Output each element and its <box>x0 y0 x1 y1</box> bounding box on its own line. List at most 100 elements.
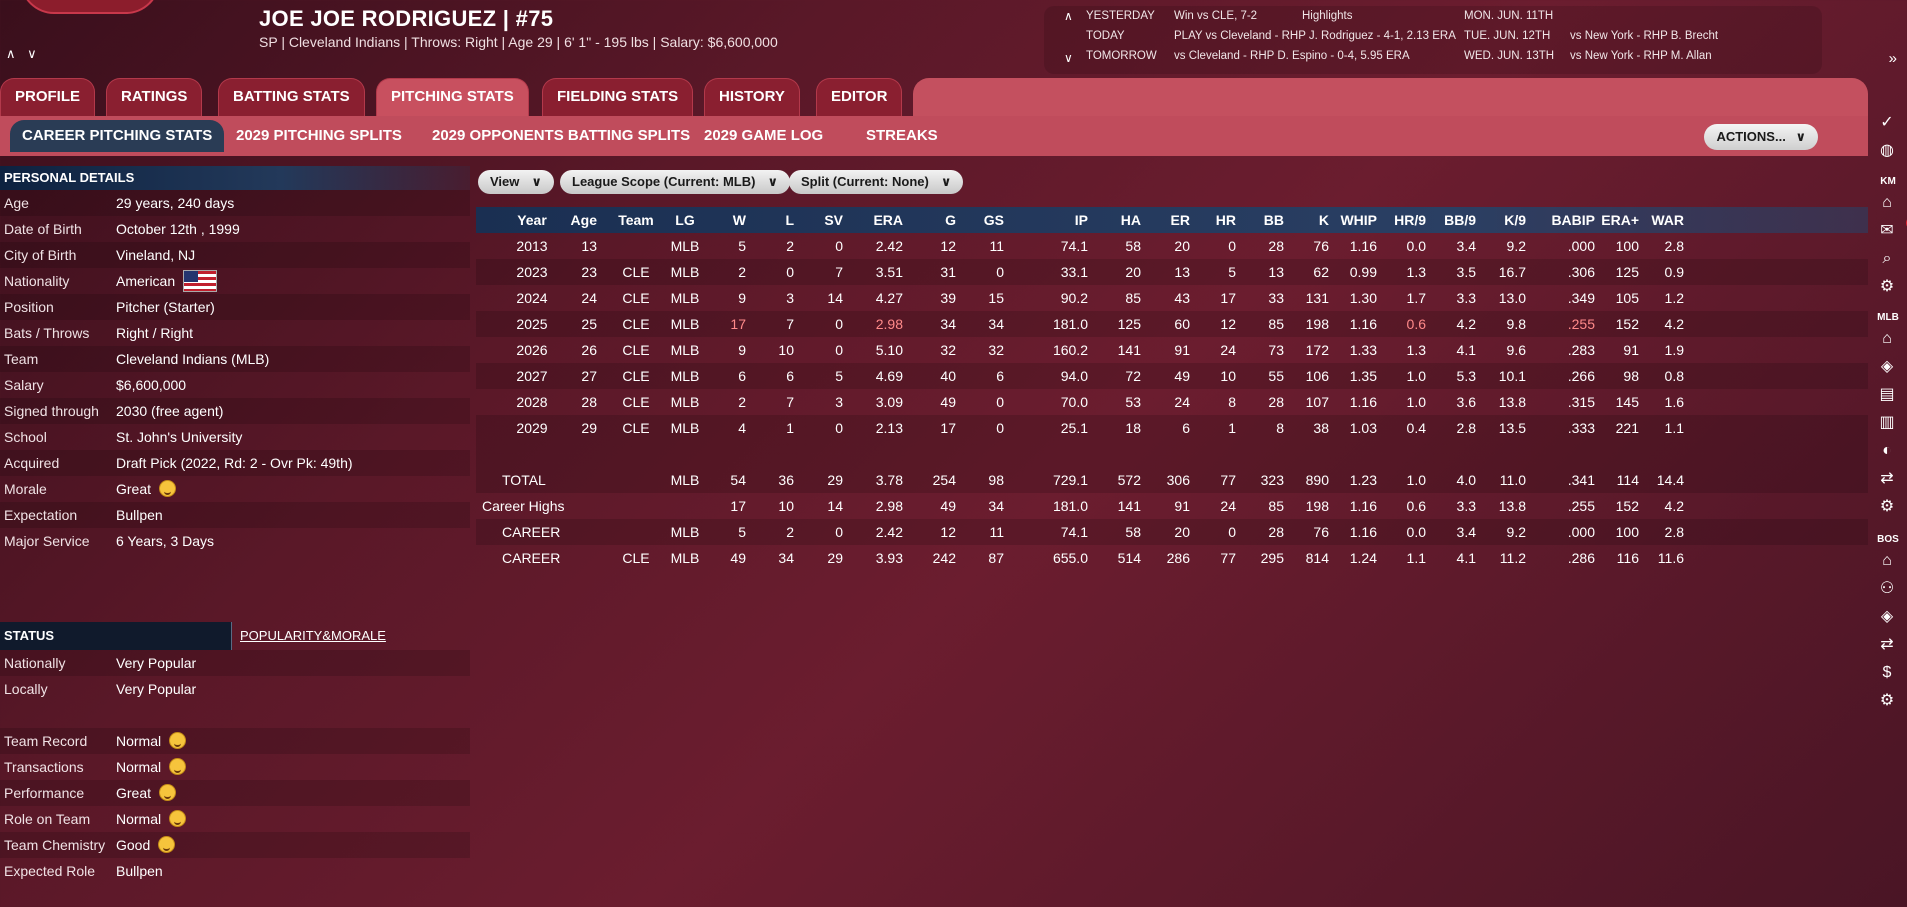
column-header[interactable]: HR/9 <box>1394 212 1426 228</box>
column-header[interactable]: Year <box>517 212 547 228</box>
detail-row: School St. John's University <box>0 424 470 450</box>
gear-icon[interactable]: ⚙ <box>1879 498 1895 515</box>
schedule-game[interactable]: vs Cleveland - RHP D. Espino - 0-4, 5.95… <box>1174 50 1410 62</box>
column-header[interactable]: W <box>732 212 746 228</box>
tab-status[interactable]: STATUS <box>0 622 232 650</box>
transfer-icon[interactable]: ⇄ <box>1880 636 1894 653</box>
table-row[interactable]: Career Highs 17 10 14 2.98 49 34 181.0 141 91 24 85… <box>476 493 1868 519</box>
column-header[interactable]: ERA <box>873 212 903 228</box>
tab-editor[interactable]: EDITOR <box>816 78 903 116</box>
table-row[interactable]: 2025 25 CLE MLB 17 7 0 2.98 34 34 181.0 125 60 12 85 19… <box>476 311 1868 337</box>
table-cell: 2 <box>738 394 746 410</box>
subtab-streaks[interactable]: STREAKS <box>866 127 938 144</box>
table-row[interactable]: 2024 24 CLE MLB 9 3 14 4.27 39 15 90.2 85 43 17 33 131 1… <box>476 285 1868 311</box>
subtab-career-pitching-stats[interactable]: CAREER PITCHING STATS <box>10 120 225 152</box>
gear-icon[interactable]: ⚙ <box>1879 692 1895 709</box>
column-header[interactable]: HA <box>1120 212 1141 228</box>
column-header[interactable]: ER <box>1170 212 1190 228</box>
column-header[interactable]: G <box>945 212 956 228</box>
table-row[interactable]: 2029 29 CLE MLB 4 1 0 2.13 17 0 25.1 18 6 1 8 38 1.03 0.4… <box>476 415 1868 441</box>
people-icon[interactable]: ⚇ <box>1879 580 1895 597</box>
table-row[interactable]: CAREER MLB 5 2 0 2.42 12 11 74.1 58 20 0 28 76 1.16 0.0… <box>476 519 1868 545</box>
column-header[interactable]: ERA+ <box>1601 212 1639 228</box>
gear-icon[interactable]: ⚙ <box>1879 278 1895 295</box>
mail-icon[interactable]: ✉1 <box>1876 217 1907 242</box>
column-header[interactable]: BABIP <box>1551 212 1595 228</box>
table-row[interactable]: 2027 27 CLE MLB 6 6 5 4.69 40 6 94.0 72 49 10 55 106 1.3… <box>476 363 1868 389</box>
table-cell: MLB <box>670 290 700 306</box>
split-dropdown[interactable]: Split (Current: None) ∨ <box>789 170 964 194</box>
schedule-next[interactable]: vs New York - RHP B. Brecht <box>1570 30 1719 42</box>
tab-ratings[interactable]: RATINGS <box>106 78 203 116</box>
baseball-icon[interactable]: ◐ <box>1882 442 1892 459</box>
schedule-game[interactable]: PLAY vs Cleveland - RHP J. Rodriguez - 4… <box>1174 30 1456 42</box>
team-logo[interactable] <box>20 0 160 14</box>
column-header[interactable]: Team <box>618 212 654 228</box>
column-header[interactable]: K <box>1318 212 1329 228</box>
subtab-pitching-splits[interactable]: 2029 PITCHING SPLITS <box>236 127 402 144</box>
home-icon[interactable]: ⌂ <box>1882 330 1892 347</box>
column-header[interactable]: SV <box>824 212 843 228</box>
column-header[interactable]: LG <box>675 212 695 228</box>
column-header[interactable]: GS <box>983 212 1004 228</box>
location-icon[interactable]: ◈ <box>1880 608 1894 625</box>
location-icon[interactable]: ◈ <box>1880 358 1894 375</box>
table-row[interactable]: CAREER CLE MLB 49 34 29 3.93 242 87 655.0 514 286 77… <box>476 545 1868 571</box>
view-dropdown[interactable]: View ∨ <box>478 170 554 194</box>
tab-profile[interactable]: PROFILE <box>0 78 96 116</box>
card-icon[interactable]: ▤ <box>1879 386 1895 403</box>
detail-value: 2030 (free agent) <box>116 398 223 424</box>
table-row[interactable]: 2028 28 CLE MLB 2 7 3 3.09 49 0 70.0 53 24 8 28 107 1.16… <box>476 389 1868 415</box>
table-cell: 29 <box>827 472 843 488</box>
column-header[interactable]: BB <box>1263 212 1284 228</box>
table-row[interactable]: 2026 26 CLE MLB 9 10 0 5.10 32 32 160.2 141 91 24 73 17… <box>476 337 1868 363</box>
table-cell: 2.98 <box>875 498 903 514</box>
player-nav-arrows[interactable]: ∧ ∨ <box>6 46 41 61</box>
column-header[interactable]: HR <box>1215 212 1236 228</box>
tab-fielding-stats[interactable]: FIELDING STATS <box>542 78 694 116</box>
table-row[interactable]: 2013 13 MLB 5 2 0 2.42 12 11 74.1 58 20 0 28 76 1.16 0.0… <box>476 233 1868 259</box>
schedule-next[interactable]: vs New York - RHP M. Allan <box>1570 50 1712 62</box>
collapse-sidebar-icon[interactable]: » <box>1888 50 1897 67</box>
home-icon[interactable]: ⌂ <box>1882 194 1892 211</box>
schedule-up-arrow[interactable]: ∧ <box>1064 9 1073 23</box>
subtab-game-log[interactable]: 2029 GAME LOG <box>704 127 824 144</box>
schedule-date: MON. JUN. 11TH <box>1464 10 1554 22</box>
home-icon[interactable]: ⌂ <box>1882 552 1892 569</box>
check-icon[interactable]: ✓ <box>1880 114 1894 131</box>
table-row[interactable]: TOTAL MLB 54 36 29 3.78 254 98 729.1 572 306 77 323 8… <box>476 467 1868 493</box>
column-header[interactable]: Age <box>570 212 597 228</box>
globe-icon[interactable]: ◍ <box>1880 142 1894 159</box>
transfer-icon[interactable]: ⇄ <box>1880 470 1894 487</box>
league-scope-dropdown[interactable]: League Scope (Current: MLB) ∨ <box>560 170 791 194</box>
column-header[interactable]: WHIP <box>1340 212 1377 228</box>
search-icon[interactable]: ⌕ <box>1882 250 1892 267</box>
table-row[interactable]: 2023 23 CLE MLB 2 0 7 3.51 31 0 33.1 20 13 5 13 62 0.99 1… <box>476 259 1868 285</box>
tab-popularity-morale[interactable]: POPULARITY&MORALE <box>240 628 386 643</box>
table-cell: CAREER <box>502 524 561 540</box>
table-cell: 2027 <box>516 368 548 384</box>
schedule-down-arrow[interactable]: ∨ <box>1064 51 1073 65</box>
tab-history[interactable]: HISTORY <box>704 78 800 116</box>
column-header[interactable]: WAR <box>1651 212 1684 228</box>
detail-label: Bats / Throws <box>4 325 90 341</box>
column-header[interactable]: BB/9 <box>1444 212 1476 228</box>
schedule-game[interactable]: Win vs CLE, 7-2 <box>1174 10 1258 22</box>
detail-row: Nationality American <box>0 268 470 294</box>
table-cell: 323 <box>1260 472 1284 488</box>
chart-icon[interactable]: ▥ <box>1879 414 1895 431</box>
table-cell: 2026 <box>516 342 548 358</box>
table-cell: 2024 <box>516 290 548 306</box>
highlights-link[interactable]: Highlights <box>1302 10 1353 22</box>
column-header[interactable]: L <box>785 212 794 228</box>
dollar-icon[interactable]: $ <box>1882 664 1892 681</box>
table-cell: MLB <box>670 420 700 436</box>
subtab-opponents-batting-splits[interactable]: 2029 OPPONENTS BATTING SPLITS <box>432 127 691 144</box>
tab-batting-stats[interactable]: BATTING STATS <box>218 78 365 116</box>
table-cell: 0.9 <box>1664 264 1684 280</box>
table-cell: 1.16 <box>1349 394 1377 410</box>
tab-pitching-stats[interactable]: PITCHING STATS <box>376 78 529 118</box>
column-header[interactable]: IP <box>1074 212 1088 228</box>
actions-button[interactable]: ACTIONS... ∨ <box>1704 124 1818 150</box>
column-header[interactable]: K/9 <box>1504 212 1526 228</box>
